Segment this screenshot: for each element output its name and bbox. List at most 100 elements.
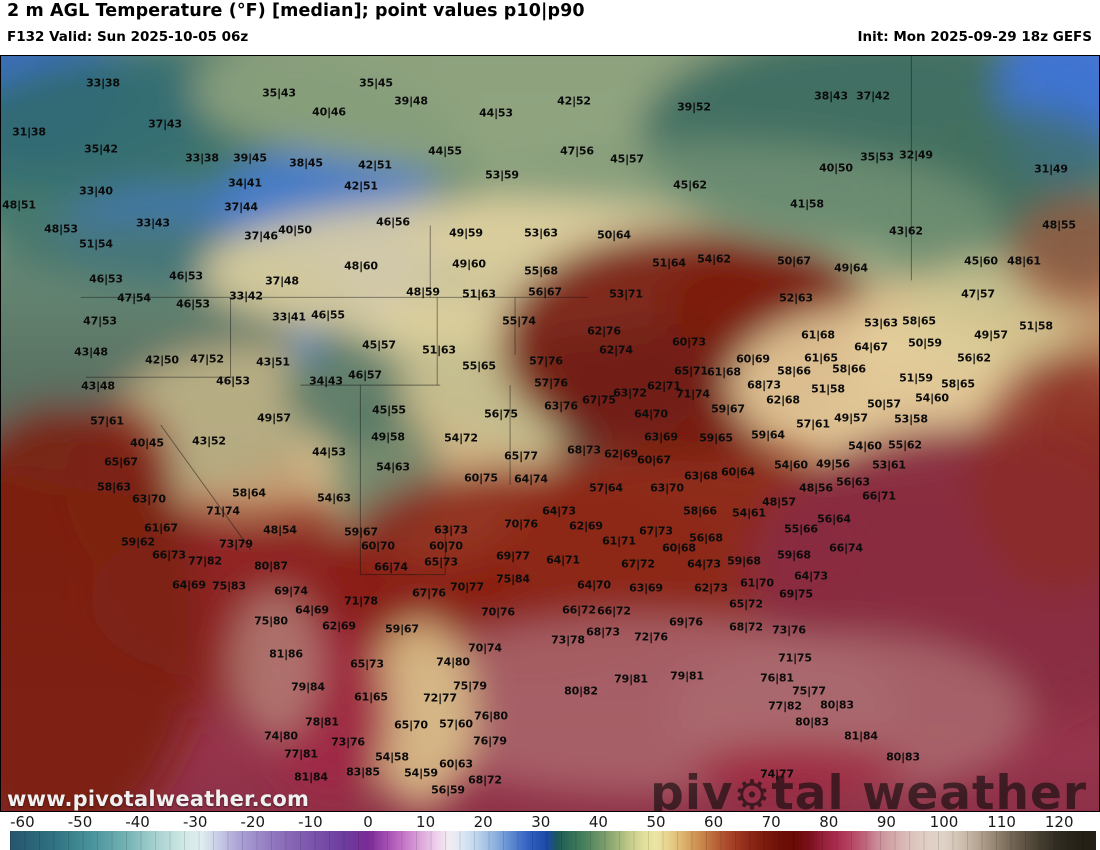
border-line (160, 424, 251, 550)
point-value-label: 75|83 (212, 579, 246, 593)
point-value-label: 31|49 (1034, 162, 1068, 176)
point-value-label: 47|54 (117, 291, 151, 305)
point-value-label: 65|77 (504, 449, 538, 463)
point-value-label: 50|59 (908, 336, 942, 350)
point-value-label: 69|76 (669, 615, 703, 629)
point-value-label: 44|55 (428, 144, 462, 158)
field-blob (689, 744, 910, 795)
point-value-label: 70|76 (504, 517, 538, 531)
point-value-label: 63|69 (644, 430, 678, 444)
point-value-label: 64|69 (172, 578, 206, 592)
point-value-label: 67|73 (639, 524, 673, 538)
point-value-label: 76|80 (474, 709, 508, 723)
point-value-label: 46|55 (311, 308, 345, 322)
point-value-label: 51|58 (1019, 319, 1053, 333)
point-value-label: 52|63 (779, 291, 813, 305)
point-value-label: 48|59 (406, 285, 440, 299)
point-value-label: 46|56 (376, 215, 410, 229)
point-value-label: 49|64 (834, 261, 868, 275)
field-blob (230, 589, 321, 740)
point-value-label: 58|63 (97, 480, 131, 494)
point-value-label: 65|73 (350, 657, 384, 671)
point-value-label: 71|74 (676, 387, 710, 401)
point-value-label: 74|80 (264, 729, 298, 743)
point-value-label: 51|63 (462, 287, 496, 301)
brand-text-pre: piv (650, 766, 734, 812)
point-value-label: 62|73 (694, 581, 728, 595)
point-value-label: 62|69 (604, 447, 638, 461)
point-value-label: 60|69 (736, 352, 770, 366)
point-value-label: 48|56 (799, 481, 833, 495)
point-value-label: 75|84 (496, 572, 530, 586)
point-value-label: 60|64 (721, 465, 755, 479)
point-value-label: 79|81 (670, 669, 704, 683)
point-value-label: 55|66 (784, 522, 818, 536)
point-value-label: 49|60 (452, 257, 486, 271)
point-value-label: 63|70 (132, 492, 166, 506)
point-value-label: 59|67 (344, 525, 378, 539)
colorbar-tick-label: 80 (819, 813, 839, 831)
point-value-label: 71|74 (206, 504, 240, 518)
gear-icon: ⚙ (733, 771, 772, 812)
point-value-label: 46|53 (216, 374, 250, 388)
point-value-label: 65|67 (104, 455, 138, 469)
valid-time-label: F132 Valid: Sun 2025-10-05 06z (7, 29, 249, 45)
point-value-label: 57|76 (534, 376, 568, 390)
point-value-label: 64|73 (542, 504, 576, 518)
point-value-label: 79|84 (291, 680, 325, 694)
point-value-label: 74|77 (760, 767, 794, 781)
point-value-label: 53|61 (872, 458, 906, 472)
field-blob (1, 405, 201, 811)
header: 2 m AGL Temperature (°F) [median]; point… (0, 0, 1100, 55)
point-value-label: 56|63 (836, 475, 870, 489)
point-value-label: 37|44 (224, 200, 258, 214)
point-value-label: 83|85 (346, 765, 380, 779)
point-value-label: 67|72 (621, 557, 655, 571)
point-value-label: 53|58 (894, 412, 928, 426)
point-value-label: 65|70 (394, 718, 428, 732)
point-value-label: 47|52 (190, 352, 224, 366)
point-value-label: 59|67 (385, 622, 419, 636)
colorbar-tick-label: -50 (67, 813, 93, 831)
point-value-label: 43|48 (81, 379, 115, 393)
colorbar-tick-label: -10 (298, 813, 323, 831)
point-value-label: 60|63 (439, 757, 473, 771)
point-value-label: 56|68 (689, 531, 723, 545)
point-value-label: 54|62 (697, 252, 731, 266)
point-value-label: 48|57 (762, 495, 796, 509)
point-value-label: 57|64 (589, 481, 623, 495)
point-value-label: 37|42 (856, 89, 890, 103)
point-value-label: 35|53 (860, 150, 894, 164)
point-value-label: 54|60 (848, 439, 882, 453)
point-value-label: 56|62 (957, 351, 991, 365)
point-value-label: 57|61 (90, 414, 124, 428)
point-value-label: 48|54 (263, 523, 297, 537)
point-value-label: 57|61 (796, 417, 830, 431)
point-value-label: 48|60 (344, 259, 378, 273)
point-value-label: 53|63 (524, 226, 558, 240)
point-value-label: 75|80 (254, 614, 288, 628)
field-blob (969, 355, 1099, 595)
point-value-label: 63|76 (544, 399, 578, 413)
point-value-label: 60|68 (662, 541, 696, 555)
point-value-label: 59|64 (751, 428, 785, 442)
point-value-label: 45|57 (362, 338, 396, 352)
point-value-label: 56|75 (484, 407, 518, 421)
point-value-label: 40|46 (312, 105, 346, 119)
colorbar-tick-label: 30 (531, 813, 551, 831)
point-value-label: 45|55 (372, 403, 406, 417)
point-value-label: 54|60 (915, 391, 949, 405)
point-value-label: 77|82 (188, 554, 222, 568)
point-value-label: 55|68 (524, 264, 558, 278)
point-value-label: 68|72 (729, 620, 763, 634)
point-value-label: 65|72 (729, 597, 763, 611)
point-value-label: 33|41 (272, 310, 306, 324)
point-value-label: 75|79 (453, 679, 487, 693)
point-value-label: 54|63 (376, 460, 410, 474)
colorbar-tick-label: 20 (473, 813, 493, 831)
point-value-label: 34|43 (309, 374, 343, 388)
point-value-label: 59|68 (727, 554, 761, 568)
point-value-label: 32|49 (899, 148, 933, 162)
point-value-label: 75|77 (792, 684, 826, 698)
point-value-label: 35|45 (359, 76, 393, 90)
